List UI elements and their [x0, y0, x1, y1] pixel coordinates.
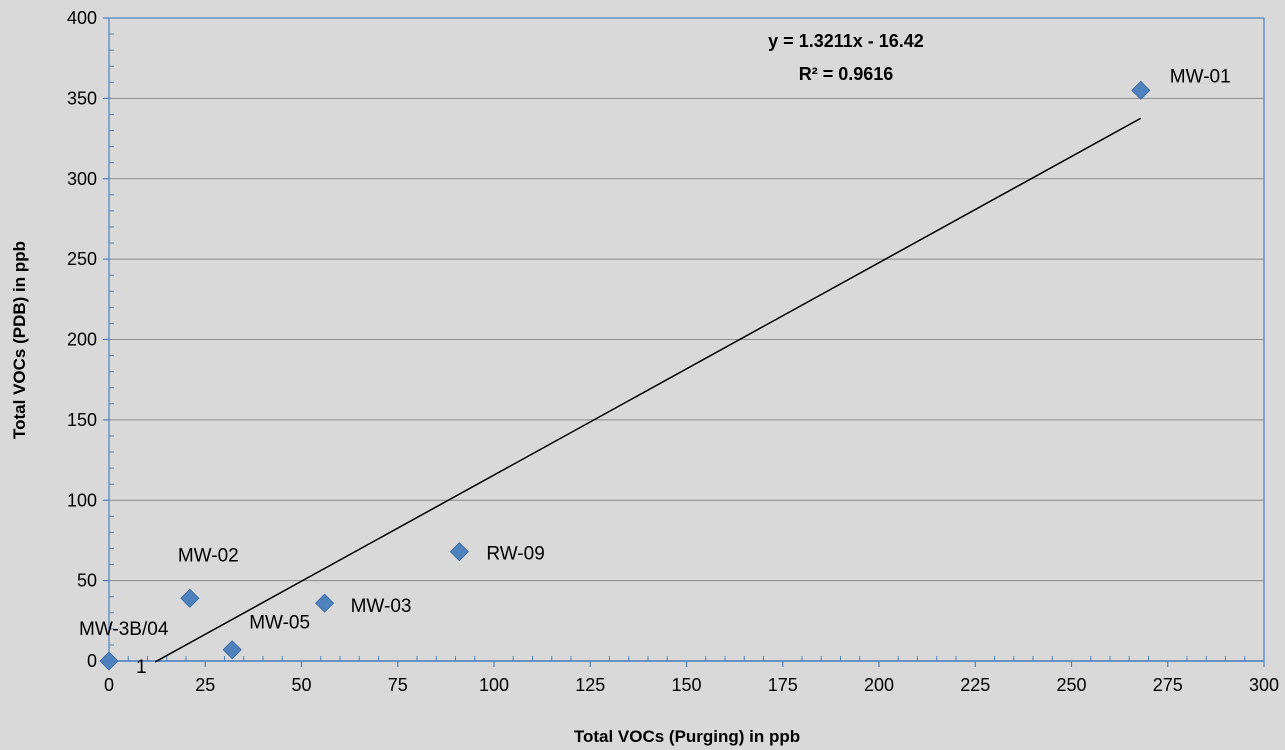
x-tick-label: 125	[575, 675, 605, 695]
x-tick-label: 75	[388, 675, 408, 695]
y-tick-label: 200	[67, 330, 97, 350]
x-tick-label: 300	[1249, 675, 1279, 695]
x-tick-label: 25	[195, 675, 215, 695]
x-tick-label: 275	[1153, 675, 1183, 695]
point-label: MW-01	[1170, 66, 1231, 87]
x-tick-label: 0	[104, 675, 114, 695]
y-tick-label: 350	[67, 88, 97, 108]
axes	[103, 17, 1265, 667]
gridlines	[109, 17, 1264, 582]
x-tick-label: 225	[960, 675, 990, 695]
x-tick-label: 175	[768, 675, 798, 695]
tick-labels: 0 50 100 150 200 250 300 350 400 0 25 50 75 100 125 150…	[67, 8, 1279, 695]
y-tick-label: 250	[67, 249, 97, 269]
point-label: MW-05	[249, 613, 310, 634]
y-tick-label: 50	[77, 571, 97, 591]
point-label-extra: 1	[136, 657, 147, 678]
trendline-r-squared: R² = 0.9616	[799, 64, 894, 84]
data-point	[222, 640, 242, 660]
data-point	[180, 588, 200, 608]
data-points: MW-3B/04 MW-02 MW-05 MW-03 RW-09 MW-01 1	[79, 66, 1231, 678]
y-axis-title: Total VOCs (PDB) in ppb	[10, 241, 29, 439]
y-tick-label: 400	[67, 8, 97, 28]
point-label: MW-03	[351, 596, 412, 617]
data-point	[1131, 80, 1151, 100]
data-point	[449, 542, 469, 562]
data-point	[99, 651, 119, 671]
trendline-layer	[154, 117, 1142, 663]
trendline-equation: y = 1.3211x - 16.42	[768, 31, 924, 51]
y-tick-label: 300	[67, 169, 97, 189]
trendline	[154, 117, 1142, 663]
data-point	[315, 593, 335, 613]
point-label: MW-3B/04	[79, 619, 169, 640]
y-tick-label: 0	[87, 651, 97, 671]
x-tick-label: 50	[291, 675, 311, 695]
x-tick-label: 100	[479, 675, 509, 695]
x-tick-label: 250	[1056, 675, 1086, 695]
point-label: RW-09	[486, 544, 544, 565]
x-tick-label: 200	[864, 675, 894, 695]
y-tick-label: 100	[67, 490, 97, 510]
y-tick-label: 150	[67, 410, 97, 430]
x-tick-label: 150	[671, 675, 701, 695]
x-axis-title: Total VOCs (Purging) in ppb	[574, 727, 800, 746]
point-label: MW-02	[178, 545, 239, 566]
